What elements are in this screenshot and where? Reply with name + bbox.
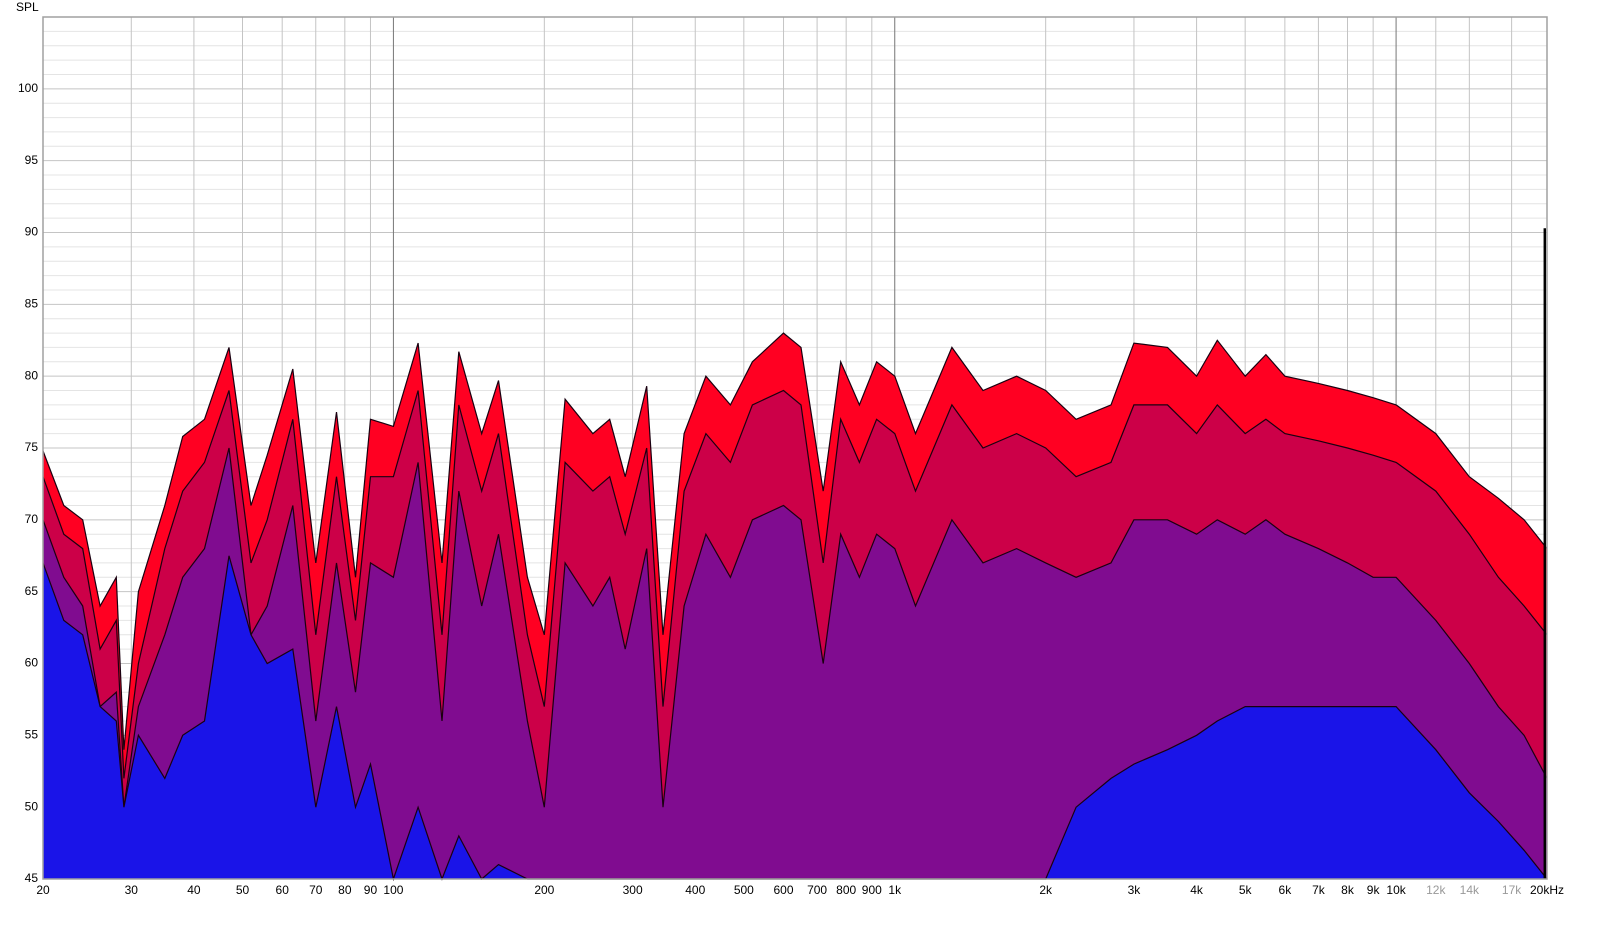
- x-tick-label: 2k: [1039, 883, 1053, 897]
- y-tick-label: 70: [25, 512, 39, 526]
- y-tick-label: 80: [25, 368, 39, 382]
- y-axis-label: SPL: [16, 0, 39, 14]
- y-tick-label: 50: [25, 799, 39, 813]
- x-tick-label: 40: [187, 883, 201, 897]
- decay-line: [42, 447, 1548, 808]
- plot-frame: [42, 16, 1548, 880]
- x-tick-label: 17k: [1502, 883, 1522, 897]
- x-tick-label: 1k: [888, 883, 902, 897]
- x-tick-label: 400: [685, 883, 705, 897]
- y-tick-label: 100: [18, 81, 38, 95]
- y-tick-label: 60: [25, 656, 39, 670]
- x-tick-label: 500: [734, 883, 754, 897]
- x-tick-label: 8k: [1341, 883, 1355, 897]
- x-tick-label: 700: [807, 883, 827, 897]
- x-tick-label: 12k: [1426, 883, 1446, 897]
- x-tick-label: 14k: [1460, 883, 1480, 897]
- x-tick-label: 900: [862, 883, 882, 897]
- x-tick-label: 800: [836, 883, 856, 897]
- y-tick-label: 75: [25, 440, 39, 454]
- x-tick-label: 20kHz: [1530, 883, 1564, 897]
- y-tick-label: 55: [25, 728, 39, 742]
- y-tick-label: 85: [25, 297, 39, 311]
- x-tick-label: 300: [623, 883, 643, 897]
- x-tick-label: 60: [276, 883, 290, 897]
- x-tick-label: 70: [309, 883, 323, 897]
- x-tick-label: 100: [383, 883, 403, 897]
- x-tick-label: 20: [36, 883, 50, 897]
- y-tick-label: 95: [25, 153, 39, 167]
- decay-area: [43, 555, 1547, 879]
- x-tick-label: 600: [774, 883, 794, 897]
- decay-line: [42, 332, 1548, 750]
- x-tick-label: 6k: [1279, 883, 1293, 897]
- y-tick-label: 45: [25, 871, 39, 885]
- x-tick-label: 3k: [1128, 883, 1142, 897]
- x-tick-label: 9k: [1367, 883, 1381, 897]
- x-tick-label: 5k: [1239, 883, 1253, 897]
- x-tick-label: 80: [338, 883, 352, 897]
- x-tick-label: 200: [534, 883, 554, 897]
- x-tick-label: 10k: [1386, 883, 1406, 897]
- y-tick-label: 65: [25, 584, 39, 598]
- x-tick-label: 50: [236, 883, 250, 897]
- x-tick-label: 90: [364, 883, 378, 897]
- y-tick-label: 90: [25, 225, 39, 239]
- x-tick-label: 7k: [1312, 883, 1326, 897]
- decay-line: [42, 389, 1548, 779]
- x-tick-label: 4k: [1190, 883, 1204, 897]
- x-tick-label: 30: [125, 883, 139, 897]
